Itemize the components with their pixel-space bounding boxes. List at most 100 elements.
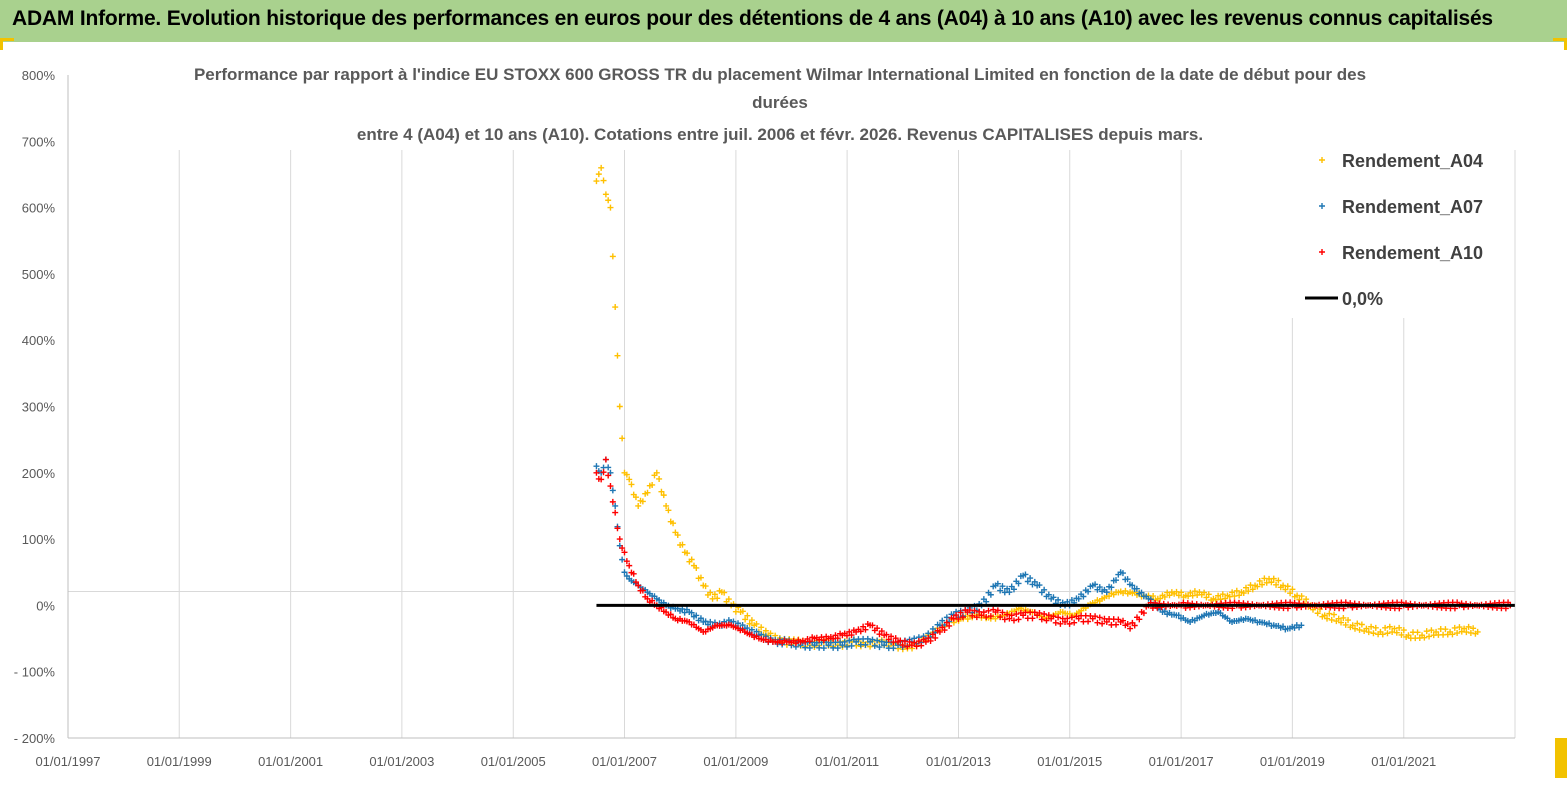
data-point	[744, 625, 751, 632]
data-point	[735, 620, 742, 627]
data-point	[885, 636, 892, 643]
data-point	[1157, 595, 1164, 602]
data-point	[1015, 616, 1022, 623]
data-point	[890, 645, 897, 652]
data-point	[973, 614, 980, 621]
data-point	[1414, 629, 1421, 636]
corner-accent-top-left-vertical	[0, 38, 3, 50]
data-point	[869, 622, 876, 629]
data-point	[932, 634, 939, 641]
data-point	[846, 637, 853, 644]
data-point	[806, 644, 813, 651]
data-point	[971, 607, 978, 614]
data-point	[955, 616, 962, 623]
performance-chart: 01/01/1997 01/01/1999 01/01/2001 01/01/2003…	[14, 65, 1516, 769]
series-Rendement_A07	[593, 456, 1305, 652]
y-tick-label: 200%	[22, 466, 56, 481]
data-point	[670, 520, 677, 527]
data-point	[1041, 611, 1048, 618]
data-point	[966, 607, 973, 614]
data-point	[656, 475, 663, 482]
data-point	[616, 536, 623, 543]
data-point	[1024, 578, 1031, 585]
data-point	[1273, 581, 1280, 588]
data-point	[1356, 626, 1363, 633]
data-point	[841, 638, 848, 645]
data-point	[946, 622, 953, 629]
data-point	[888, 633, 895, 640]
data-point	[1282, 586, 1289, 593]
data-point	[999, 583, 1006, 590]
data-point	[600, 177, 607, 184]
data-point	[1280, 582, 1287, 589]
data-point	[1175, 592, 1182, 599]
data-point	[1062, 618, 1069, 625]
data-point	[1391, 625, 1398, 632]
data-point	[1456, 624, 1463, 631]
data-point	[612, 304, 619, 311]
data-point	[1287, 590, 1294, 597]
data-point	[987, 613, 994, 620]
data-point	[1331, 611, 1338, 618]
x-tick-label: 01/01/2017	[1149, 754, 1214, 769]
data-point	[820, 637, 827, 644]
data-point	[1298, 593, 1305, 600]
data-point	[985, 607, 992, 614]
data-point	[1119, 570, 1126, 577]
data-point	[753, 620, 760, 627]
data-point	[987, 591, 994, 598]
x-tick-label: 01/01/2003	[369, 754, 434, 769]
data-point	[1010, 586, 1017, 593]
data-point	[609, 498, 616, 505]
data-point	[1103, 589, 1110, 596]
chart-area: 01/01/1997 01/01/1999 01/01/2001 01/01/2003…	[0, 42, 1567, 790]
data-point	[1219, 591, 1226, 598]
data-point	[632, 579, 639, 586]
data-point	[1096, 614, 1103, 621]
data-point	[820, 645, 827, 652]
legend-label: 0,0%	[1342, 289, 1383, 309]
data-point	[1298, 622, 1305, 629]
data-point	[862, 641, 869, 648]
data-point	[936, 628, 943, 635]
data-point	[964, 616, 971, 623]
legend-swatch-marker	[1319, 249, 1325, 255]
data-point	[848, 642, 855, 649]
data-point	[739, 608, 746, 615]
data-point	[1138, 589, 1145, 596]
data-point	[1085, 588, 1092, 595]
data-point	[1467, 629, 1474, 636]
data-point	[688, 556, 695, 563]
data-point	[1358, 621, 1365, 628]
data-point	[1045, 612, 1052, 619]
data-point	[1036, 609, 1043, 616]
data-point	[721, 589, 728, 596]
data-point	[876, 631, 883, 638]
data-point	[649, 597, 656, 604]
data-point	[744, 612, 751, 619]
data-point	[1354, 620, 1361, 627]
x-tick-label: 01/01/2015	[1037, 754, 1102, 769]
data-point	[1442, 626, 1449, 633]
data-point	[1068, 614, 1075, 621]
axes: 01/01/1997 01/01/1999 01/01/2001 01/01/2003…	[14, 68, 1515, 769]
data-point	[1113, 577, 1120, 584]
data-point	[969, 612, 976, 619]
data-point	[1449, 631, 1456, 638]
data-point	[758, 624, 765, 631]
x-tick-label: 01/01/1999	[147, 754, 212, 769]
data-point	[609, 253, 616, 260]
data-point	[1075, 595, 1082, 602]
y-tick-label: 800%	[22, 68, 56, 83]
data-point	[663, 609, 670, 616]
y-tick-label: - 100%	[14, 665, 56, 680]
data-point	[1338, 619, 1345, 626]
data-point	[878, 628, 885, 635]
data-point	[621, 549, 628, 556]
data-point	[1055, 614, 1062, 621]
data-point	[644, 595, 651, 602]
data-point	[1451, 624, 1458, 631]
data-point	[843, 643, 850, 650]
data-point	[1191, 588, 1198, 595]
data-point	[929, 631, 936, 638]
